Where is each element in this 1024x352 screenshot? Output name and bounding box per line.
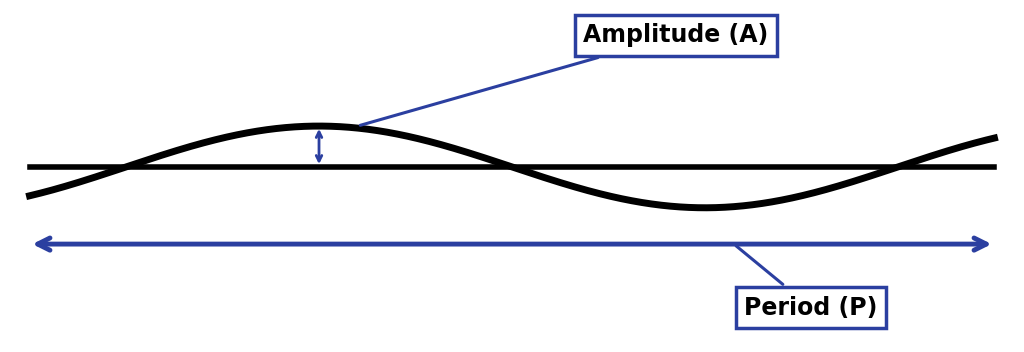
Text: Amplitude (A): Amplitude (A): [360, 23, 769, 125]
Text: Period (P): Period (P): [736, 246, 878, 320]
